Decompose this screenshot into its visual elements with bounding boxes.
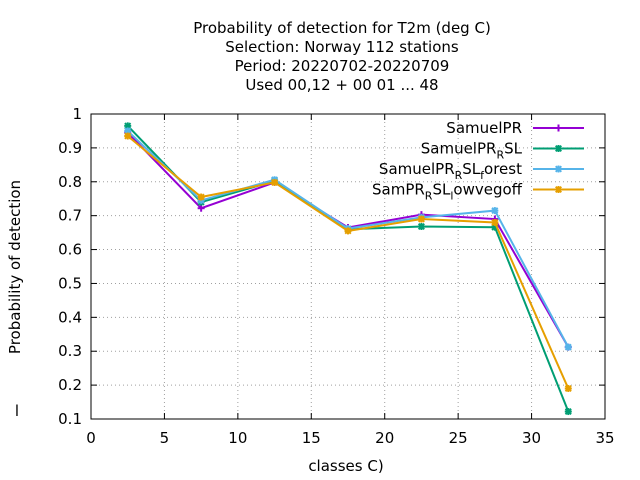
legend-label: SamuelPRRSL	[421, 140, 523, 162]
series-SamPR_RSL_lowvegoff	[124, 132, 572, 393]
legend-marker	[555, 124, 562, 132]
legend-marker	[554, 185, 563, 194]
data-point	[124, 132, 132, 140]
legend: SamuelPRSamuelPRRSLSamuelPRRSLforestSamP…	[372, 119, 584, 203]
point-marker-stroke	[491, 218, 499, 226]
legend-subscript: R	[425, 190, 433, 203]
point-marker-stroke	[271, 178, 279, 186]
data-point	[197, 204, 205, 212]
title-line: Selection: Norway 112 stations	[225, 38, 459, 56]
y-axis-label: Probability of detection	[6, 180, 24, 354]
x-tick-label: 25	[449, 429, 468, 447]
point-marker-stroke	[564, 384, 572, 393]
y-tick-label: 0.8	[58, 173, 82, 191]
legend-entry: SamuelPRRSL	[421, 140, 584, 162]
data-point	[271, 178, 279, 186]
point-marker-stroke	[554, 165, 563, 173]
y-tick-label: 0.2	[58, 376, 82, 394]
plot-frame	[90, 113, 606, 420]
y-tick-label: 0.3	[58, 342, 82, 360]
legend-marker	[554, 165, 563, 173]
y-tick-label: 0.7	[58, 207, 82, 225]
legend-entry: SamuelPRRSLforest	[379, 160, 584, 182]
legend-text: SamuelPR	[446, 119, 522, 137]
y-tick-label: 0.6	[58, 241, 82, 259]
legend-text: SL	[504, 140, 523, 158]
point-marker-stroke	[197, 193, 205, 201]
legend-marker	[554, 144, 563, 153]
point-marker-stroke	[491, 207, 499, 215]
x-tick-label: 35	[595, 429, 614, 447]
grid-lines	[91, 114, 605, 419]
chart-title: Probability of detection for T2m (deg C)…	[193, 19, 491, 94]
legend-text: SamuelPR	[421, 140, 497, 158]
data-point	[564, 384, 572, 393]
x-tick-label: 15	[302, 429, 321, 447]
legend-entry: SamPRRSLlowvegoff	[372, 181, 584, 203]
x-tick-label: 10	[228, 429, 247, 447]
legend-text: SamPR	[372, 181, 425, 199]
point-marker-stroke	[124, 132, 132, 140]
data-point	[491, 218, 499, 226]
legend-entry: SamuelPR	[446, 119, 584, 137]
y-tick-label: 1	[72, 105, 82, 123]
data-point	[344, 227, 352, 235]
legend-label: SamuelPRRSLforest	[379, 160, 522, 182]
title-line: Used 00,12 + 00 01 ... 48	[245, 76, 438, 94]
y-tick-label: 0.9	[58, 139, 82, 157]
series-group	[124, 122, 572, 416]
legend-label: SamuelPR	[446, 119, 522, 137]
x-tick-label: 5	[160, 429, 170, 447]
point-marker-stroke	[417, 215, 425, 223]
data-point	[197, 193, 205, 201]
legend-subscript: f	[480, 169, 485, 182]
legend-text: SL	[432, 181, 451, 199]
stray-glyph: l	[15, 402, 19, 420]
axis-ticks: 0 5 10 15 20 25 30 35 0.1 0.2 0.3 0.4 0.5 0.6 0.7 0.8 0.…	[58, 105, 614, 447]
legend-subscript: R	[455, 169, 463, 182]
legend-text: owvegoff	[453, 181, 522, 199]
point-marker-stroke	[564, 343, 572, 351]
data-point	[564, 408, 572, 416]
x-tick-label: 20	[375, 429, 394, 447]
point-marker-stroke	[417, 223, 425, 231]
title-line: Probability of detection for T2m (deg C)	[193, 19, 491, 37]
point-marker-stroke	[554, 144, 563, 153]
data-point	[491, 207, 499, 215]
legend-subscript: R	[496, 149, 504, 162]
legend-text: SamuelPR	[379, 160, 455, 178]
x-axis-label: classes C)	[308, 457, 383, 475]
legend-text: SL	[462, 160, 481, 178]
legend-text: orest	[484, 160, 522, 178]
x-tick-label: 30	[522, 429, 541, 447]
data-point	[564, 343, 572, 351]
legend-label: SamPRRSLlowvegoff	[372, 181, 523, 203]
y-tick-label: 0.1	[58, 410, 82, 428]
point-marker-stroke	[564, 408, 572, 416]
point-marker-stroke	[554, 185, 563, 194]
data-point	[417, 223, 425, 231]
title-line: Period: 20220702-20220709	[235, 57, 450, 75]
legend-subscript: l	[450, 190, 453, 203]
y-tick-label: 0.5	[58, 274, 82, 292]
point-marker-stroke	[344, 227, 352, 235]
data-point	[417, 215, 425, 223]
y-tick-label: 0.4	[58, 308, 82, 326]
x-tick-label: 0	[86, 429, 96, 447]
